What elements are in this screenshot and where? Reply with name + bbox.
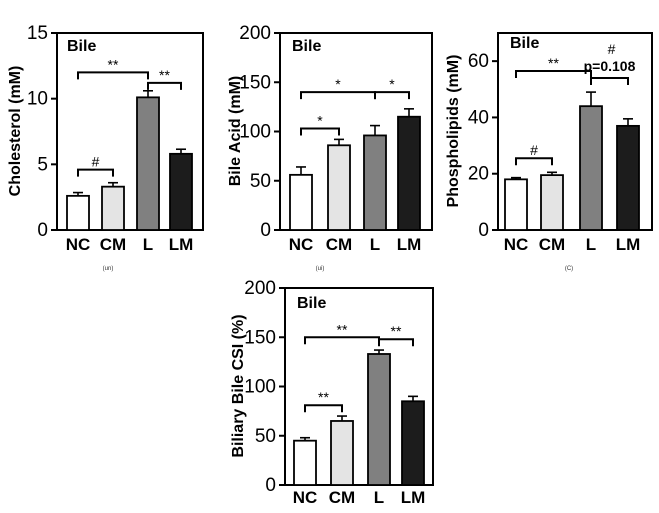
bar-NC [504,178,528,231]
bar-LM [169,152,193,231]
axis-frame [279,32,433,231]
category-label: L [143,235,153,254]
category-label: CM [100,235,126,254]
panel-caption: (C) [565,266,573,272]
category-label: L [374,488,384,507]
y-tick-label: 150 [239,72,271,93]
significance-bracket [77,168,114,177]
significance-bracket [374,91,410,100]
significance-mark: * [317,113,323,129]
y-tick-label: 15 [27,23,48,44]
bar-LM [616,124,640,231]
significance-mark: ** [159,67,170,83]
axis-frame [497,32,653,231]
category-label: CM [329,488,355,507]
y-tick-label: 200 [244,278,276,299]
y-tick-label: 50 [255,426,276,447]
y-tick-label: 150 [244,327,276,348]
category-label: CM [326,235,352,254]
significance-bracket [590,77,629,86]
p-value-label: p=0.108 [584,58,636,74]
y-tick-label: 0 [265,475,276,496]
category-label: LM [616,235,641,254]
bar-NC [66,194,90,231]
category-label: CM [539,235,565,254]
category-label: LM [169,235,194,254]
axis-frame [284,287,434,486]
significance-mark: ** [548,55,559,71]
significance-bracket [515,69,592,78]
y-tick-label: 5 [37,154,48,175]
category-label: NC [289,235,314,254]
panel-cholesterol: 0 5 10 15 Cholesterol (mM) Bile NC CM L LM # ** ** (u… [7,23,204,272]
significance-mark: ** [318,389,329,405]
y-tick-label: 100 [244,377,276,398]
panel-phospholipids: 0 20 40 60 Phospholipids (mM) Bile NC CM L LM # ** #… [445,32,653,272]
significance-bracket [304,336,380,345]
significance-bracket [300,91,376,100]
y-tick-label: 20 [468,164,489,185]
significance-bracket [77,71,149,80]
y-tick-label: 60 [468,51,489,72]
category-label: L [586,235,596,254]
panel-title: Bile [510,35,539,52]
category-label: LM [397,235,422,254]
y-tick-label: 200 [239,23,271,44]
bar-L [363,134,387,231]
bar-CM [540,174,564,231]
significance-mark: # [530,142,538,158]
significance-bracket [515,157,553,166]
y-tick-label: 0 [260,220,271,241]
panel-bile-acid: 0 50 100 150 200 Bile Acid (mM) Bile NC CM L LM * * *… [227,23,433,272]
y-axis-label: Biliary Bile CSI (%) [230,314,247,457]
y-tick-label: 100 [239,122,271,143]
significance-mark: ** [108,56,119,72]
significance-mark: * [335,76,341,92]
panel-caption: (un) [103,266,114,272]
bar-LM [397,115,421,231]
y-tick-label: 50 [250,171,271,192]
y-tick-label: 10 [27,89,48,110]
y-tick-label: 0 [478,220,489,241]
category-label: NC [66,235,91,254]
y-axis-label: Cholesterol (mM) [7,66,24,197]
bar-L [579,105,603,231]
bar-L [136,96,160,231]
significance-bracket [147,81,182,90]
y-axis-label: Phospholipids (mM) [445,55,462,208]
significance-mark: # [608,41,616,57]
bar-L [367,353,391,486]
bar-LM [401,400,425,486]
significance-bracket [300,127,340,136]
significance-mark: * [389,76,395,92]
bar-CM [330,420,354,486]
panel-caption: (ui) [316,266,325,272]
y-tick-label: 0 [37,220,48,241]
y-axis-label: Bile Acid (mM) [227,76,244,187]
panel-title: Bile [67,38,96,55]
significance-bracket [378,338,414,347]
bar-NC [289,173,313,231]
category-label: L [370,235,380,254]
significance-mark: ** [337,321,348,337]
panel-title: Bile [292,38,321,55]
category-label: NC [293,488,318,507]
y-tick-label: 40 [468,107,489,128]
category-label: LM [401,488,426,507]
bar-NC [293,439,317,486]
panel-csi: 0 50 100 150 200 Biliary Bile CSI (%) Bile NC CM… [230,278,434,507]
bar-CM [327,144,351,231]
category-label: NC [504,235,529,254]
panel-title: Bile [297,295,326,312]
significance-bracket [304,404,343,413]
significance-mark: # [92,154,100,170]
significance-mark: ** [391,323,402,339]
bar-CM [101,185,125,231]
